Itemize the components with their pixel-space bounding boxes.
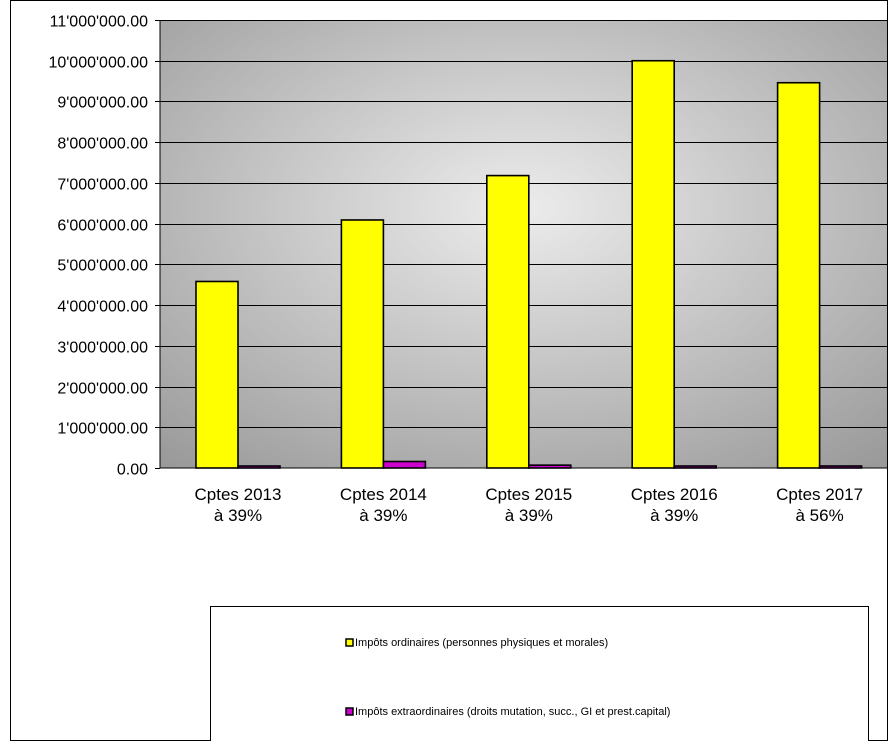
x-category-label: Cptes 2016	[631, 485, 718, 504]
x-category-label: à 39%	[359, 506, 407, 525]
y-tick-label: 1'000'000.00	[57, 421, 148, 438]
x-category-labels: Cptes 2013 à 39% Cptes 2014 à 39% Cptes 2015…	[195, 485, 864, 525]
y-tick-label: 7'000'000.00	[57, 177, 148, 194]
x-category-label: Cptes 2017	[776, 485, 863, 504]
bar-ordinaires	[340, 219, 385, 469]
bar-ordinaires	[195, 280, 239, 469]
legend-label: Impôts ordinaires (personnes physiques e…	[355, 637, 608, 649]
x-category-label: à 39%	[650, 506, 698, 525]
bar-ordinaires	[631, 59, 676, 469]
legend-label: Impôts extraordinaires (droits mutation,…	[355, 706, 670, 718]
legend: Impôts ordinaires (personnes physiques e…	[210, 606, 869, 741]
y-tick-label: 8'000'000.00	[57, 136, 148, 153]
legend-box	[210, 606, 869, 741]
bar-ordinaires	[776, 81, 821, 469]
y-tick-label: 11'000'000.00	[50, 14, 148, 31]
y-tick-label: 2'000'000.00	[57, 381, 148, 398]
x-category-label: à 39%	[214, 506, 262, 525]
y-tick-label: 0.00	[117, 462, 148, 479]
x-category-label: Cptes 2014	[340, 485, 427, 504]
y-tick-labels: 0.00 1'000'000.00 2'000'000.00 3'000'000.00…	[48, 14, 160, 479]
x-category-label: à 56%	[795, 506, 843, 525]
y-tick-label: 9'000'000.00	[57, 95, 148, 112]
y-tick-label: 3'000'000.00	[57, 340, 148, 357]
y-tick-label: 5'000'000.00	[57, 258, 148, 275]
bars	[195, 59, 863, 469]
gridlines	[160, 20, 887, 428]
x-category-label: à 39%	[505, 506, 553, 525]
legend-swatch	[345, 638, 354, 647]
legend-swatch	[345, 707, 354, 716]
x-category-label: Cptes 2015	[485, 485, 572, 504]
y-tick-label: 4'000'000.00	[57, 299, 148, 316]
bar-ordinaires	[485, 174, 530, 469]
x-category-label: Cptes 2013	[195, 485, 282, 504]
y-tick-label: 10'000'000.00	[48, 55, 148, 72]
bar-extraordinaires	[382, 460, 427, 469]
y-tick-label: 6'000'000.00	[57, 218, 148, 235]
